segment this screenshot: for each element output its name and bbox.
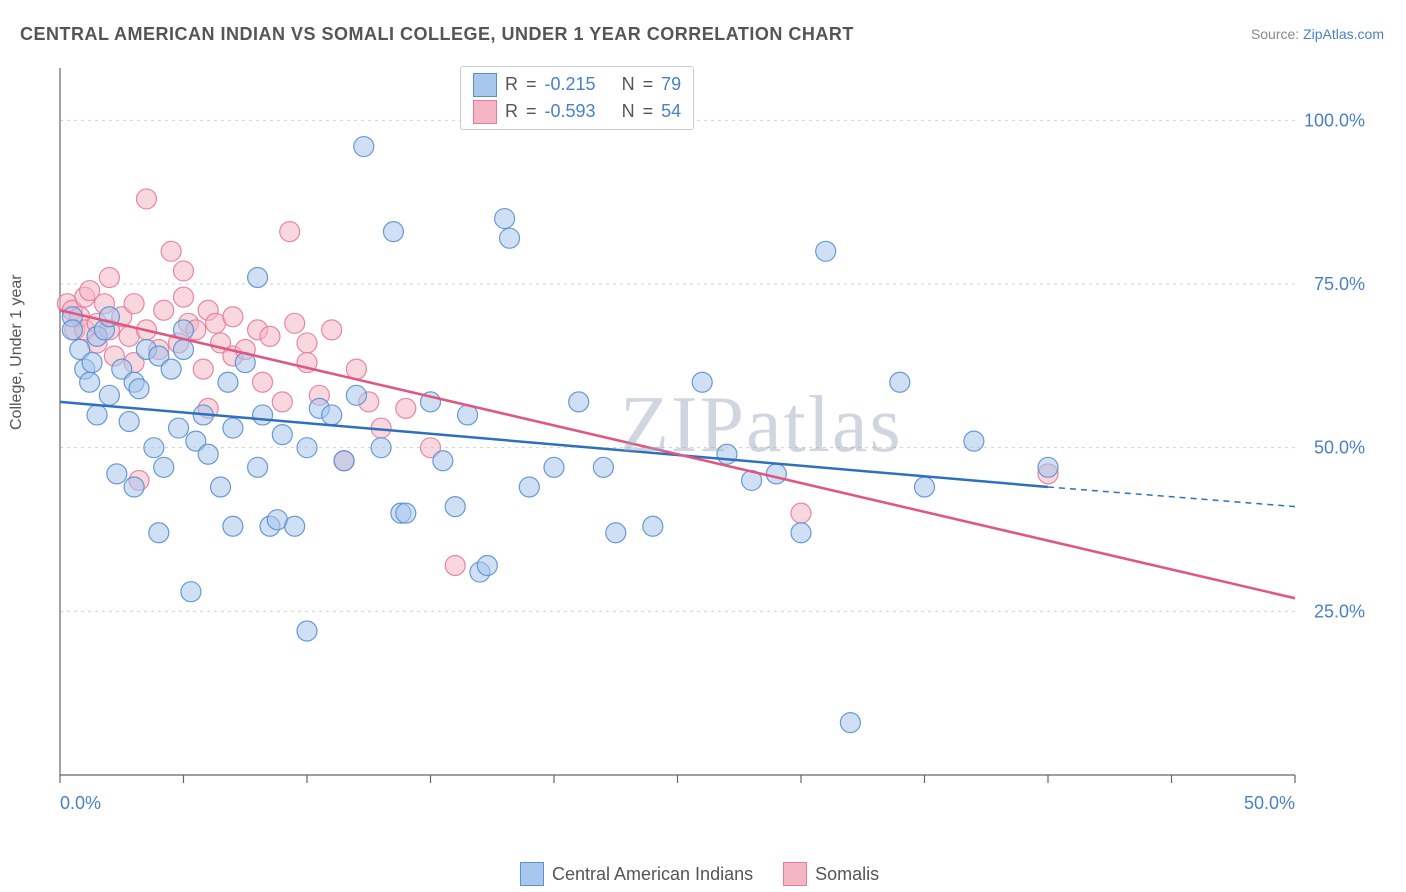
r-value-blue: -0.215: [545, 71, 596, 98]
r-value-pink: -0.593: [545, 98, 596, 125]
equals-sign: =: [643, 98, 654, 125]
series-label-pink: Somalis: [815, 864, 879, 885]
plot-area: 0.0% 50.0% 25.0% 50.0% 75.0% 100.0%: [50, 60, 1380, 830]
svg-text:75.0%: 75.0%: [1314, 274, 1365, 294]
swatch-pink: [783, 862, 807, 886]
series-legend: Central American Indians Somalis: [520, 862, 879, 886]
n-value-pink: 54: [661, 98, 681, 125]
source-link[interactable]: ZipAtlas.com: [1303, 26, 1384, 42]
chart-title: CENTRAL AMERICAN INDIAN VS SOMALI COLLEG…: [20, 24, 854, 45]
series-label-blue: Central American Indians: [552, 864, 753, 885]
equals-sign: =: [526, 71, 537, 98]
swatch-pink: [473, 100, 497, 124]
n-label: N: [622, 98, 635, 125]
r-label: R: [505, 98, 518, 125]
svg-text:0.0%: 0.0%: [60, 793, 101, 813]
source-label: Source:: [1251, 26, 1299, 42]
legend-item-blue: Central American Indians: [520, 862, 753, 886]
legend-item-pink: Somalis: [783, 862, 879, 886]
correlation-legend: R = -0.215 N = 79 R = -0.593 N = 54: [460, 66, 694, 130]
chart-container: CENTRAL AMERICAN INDIAN VS SOMALI COLLEG…: [0, 0, 1406, 892]
source-attribution: Source: ZipAtlas.com: [1251, 26, 1384, 42]
equals-sign: =: [643, 71, 654, 98]
n-label: N: [622, 71, 635, 98]
legend-row-blue: R = -0.215 N = 79: [473, 71, 681, 98]
legend-row-pink: R = -0.593 N = 54: [473, 98, 681, 125]
n-value-blue: 79: [661, 71, 681, 98]
swatch-blue: [473, 73, 497, 97]
equals-sign: =: [526, 98, 537, 125]
svg-text:25.0%: 25.0%: [1314, 601, 1365, 621]
y-axis-label: College, Under 1 year: [8, 274, 26, 430]
svg-text:100.0%: 100.0%: [1304, 110, 1365, 130]
r-label: R: [505, 71, 518, 98]
svg-text:50.0%: 50.0%: [1244, 793, 1295, 813]
svg-text:50.0%: 50.0%: [1314, 438, 1365, 458]
chart-svg: 0.0% 50.0% 25.0% 50.0% 75.0% 100.0%: [50, 60, 1380, 830]
swatch-blue: [520, 862, 544, 886]
